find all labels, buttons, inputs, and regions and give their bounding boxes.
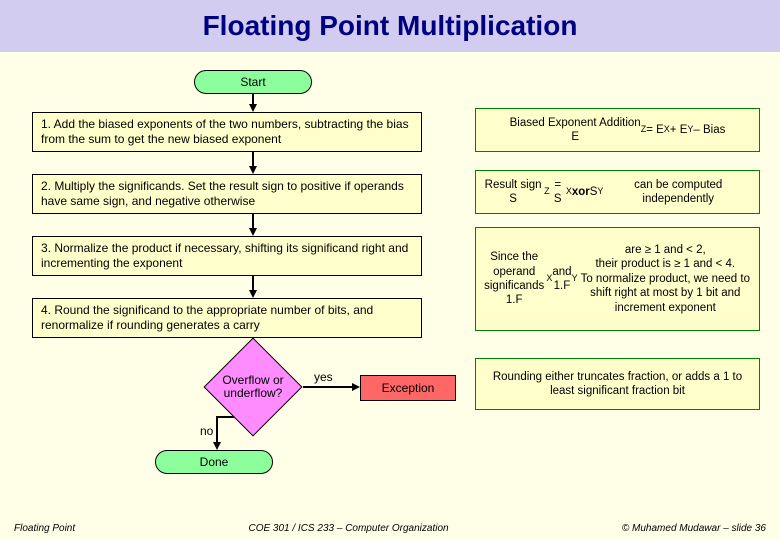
- exception-node: Exception: [360, 375, 456, 401]
- exception-label: Exception: [382, 381, 435, 396]
- decision-label: Overflow or underflow?: [222, 374, 283, 400]
- note-4: Rounding either truncates fraction, or a…: [475, 358, 760, 410]
- step-2: 2. Multiply the significands. Set the re…: [32, 174, 422, 214]
- page-title: Floating Point Multiplication: [203, 10, 578, 42]
- start-label: Start: [240, 75, 265, 90]
- step-3: 3. Normalize the product if necessary, s…: [32, 236, 422, 276]
- start-node: Start: [194, 70, 312, 94]
- note-1: Biased Exponent AdditionEZ = EX + EY – B…: [475, 108, 760, 152]
- note-2: Result sign SZ = SX xor SY can be comput…: [475, 170, 760, 214]
- step-1: 1. Add the biased exponents of the two n…: [32, 112, 422, 152]
- footer-left: Floating Point: [14, 523, 75, 534]
- step-4: 4. Round the significand to the appropri…: [32, 298, 422, 338]
- footer-center: COE 301 / ICS 233 – Computer Organizatio…: [248, 523, 448, 534]
- decision-node: Overflow or underflow?: [198, 358, 308, 416]
- step-3-text: 3. Normalize the product if necessary, s…: [41, 241, 413, 271]
- title-bar: Floating Point Multiplication: [0, 0, 780, 52]
- flowchart-stage: Start 1. Add the biased exponents of the…: [0, 52, 780, 512]
- step-1-text: 1. Add the biased exponents of the two n…: [41, 117, 413, 147]
- arrow-decision-exception: [303, 386, 355, 388]
- note-3: Since the operand significands1.FX and 1…: [475, 227, 760, 331]
- footer-right: © Muhamed Mudawar – slide 36: [622, 523, 766, 534]
- done-label: Done: [200, 455, 229, 470]
- edge-no-label: no: [200, 424, 213, 438]
- edge-yes-label: yes: [314, 370, 333, 384]
- footer: Floating Point COE 301 / ICS 233 – Compu…: [0, 523, 780, 534]
- step-4-text: 4. Round the significand to the appropri…: [41, 303, 413, 333]
- done-node: Done: [155, 450, 273, 474]
- step-2-text: 2. Multiply the significands. Set the re…: [41, 179, 413, 209]
- arrow-decision-done-v: [216, 416, 218, 444]
